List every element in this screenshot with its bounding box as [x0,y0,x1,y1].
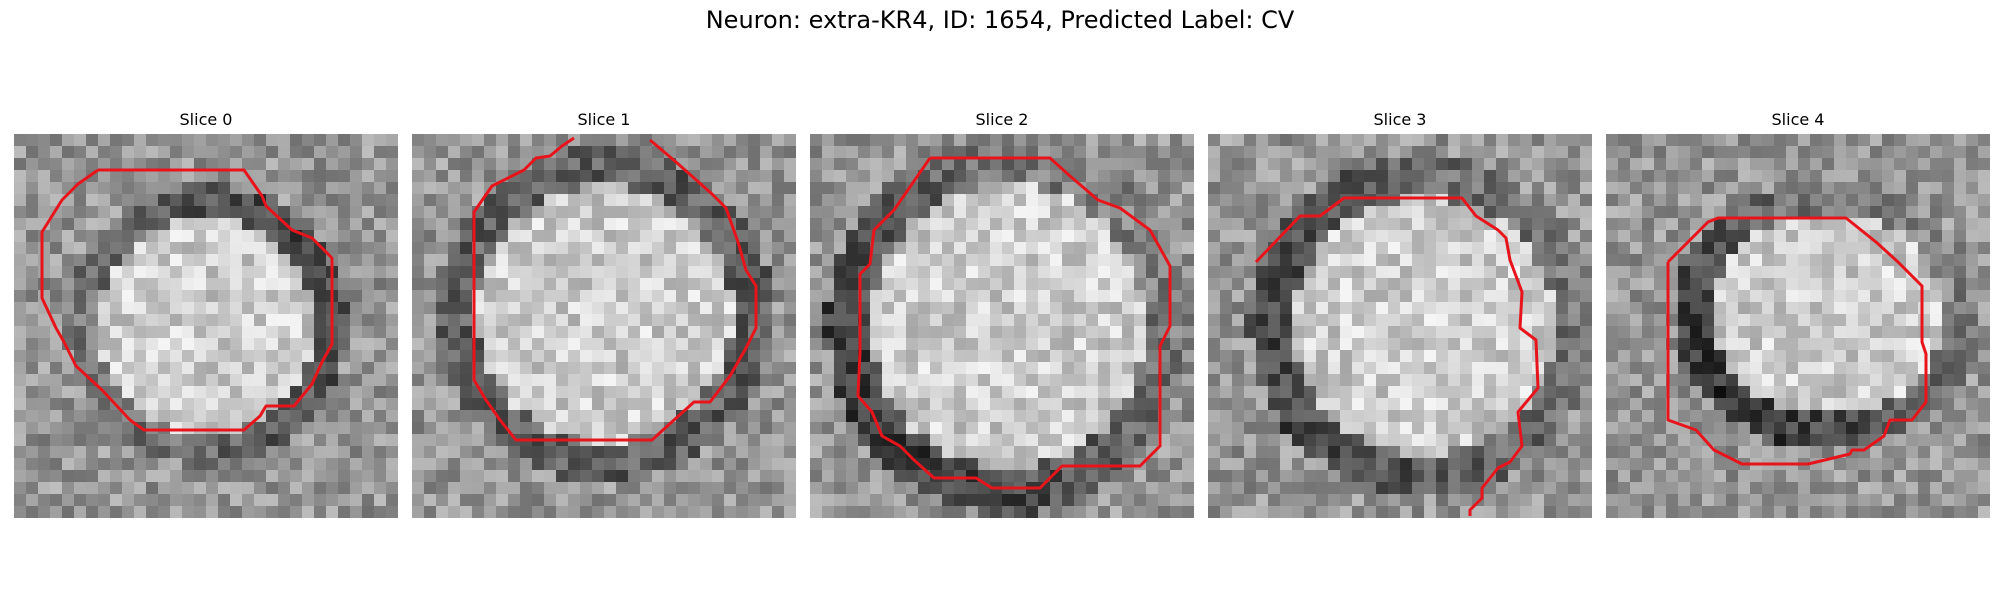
slice-title-1: Slice 1 [577,110,631,129]
slice-panel-0: Slice 0 [14,108,398,518]
slice-image-2 [810,134,1194,518]
slice-title-2: Slice 2 [975,110,1029,129]
cell-contour-0 [40,168,334,432]
cell-contour-3 [1254,196,1540,516]
cell-contour-4 [1666,216,1928,466]
slice-image-1 [412,134,796,518]
slice-image-0 [14,134,398,518]
slice-image-4 [1606,134,1990,518]
slice-panel-3: Slice 3 [1208,108,1592,518]
figure-title: Neuron: extra-KR4, ID: 1654, Predicted L… [705,6,1295,34]
slice-image-3 [1208,134,1592,518]
slice-title-4: Slice 4 [1771,110,1825,129]
slice-panel-4: Slice 4 [1606,108,1990,518]
slice-panel-1: Slice 1 [412,108,796,518]
cell-contour-2 [856,156,1172,490]
slice-title-0: Slice 0 [179,110,233,129]
slice-panel-2: Slice 2 [810,108,1194,518]
cell-contour-1 [472,136,758,442]
slice-title-3: Slice 3 [1373,110,1427,129]
